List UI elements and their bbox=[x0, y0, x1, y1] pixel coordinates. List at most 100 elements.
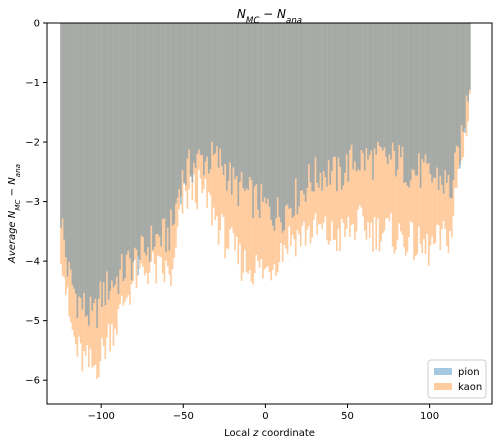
bar-pion bbox=[61, 23, 64, 219]
bar-kaon bbox=[304, 23, 307, 246]
bar-pion bbox=[186, 23, 189, 159]
bar-pion bbox=[214, 23, 217, 154]
bar-pion bbox=[163, 23, 166, 219]
bar-pion bbox=[393, 23, 396, 151]
bar-kaon bbox=[406, 23, 409, 252]
bar-pion bbox=[465, 23, 468, 96]
bar-kaon bbox=[111, 23, 113, 324]
bar-kaon bbox=[375, 23, 378, 250]
bar-pion bbox=[311, 23, 314, 192]
bar-kaon bbox=[253, 23, 256, 273]
bar-pion bbox=[250, 23, 253, 181]
bar-pion bbox=[219, 23, 222, 149]
bar-kaon bbox=[84, 23, 87, 357]
bar-pion bbox=[101, 23, 103, 307]
legend-swatch-pion bbox=[434, 368, 452, 375]
bar-kaon bbox=[245, 23, 248, 272]
bar-pion bbox=[332, 23, 335, 158]
bar-pion bbox=[262, 23, 264, 202]
bar-kaon bbox=[345, 23, 348, 229]
bar-pion bbox=[411, 23, 414, 170]
bar-kaon bbox=[142, 23, 144, 267]
axes-frame bbox=[46, 22, 493, 405]
bar-pion bbox=[173, 23, 176, 224]
bar-kaon bbox=[88, 23, 90, 368]
bar-pion bbox=[88, 23, 90, 326]
bar-kaon bbox=[260, 23, 263, 260]
bar-kaon bbox=[235, 23, 238, 237]
bar-kaon bbox=[217, 23, 220, 245]
bar-kaon bbox=[309, 23, 312, 244]
bar-pion bbox=[378, 23, 381, 146]
bar-pion bbox=[193, 23, 195, 163]
bar-pion bbox=[404, 23, 407, 182]
bar-pion bbox=[140, 23, 143, 236]
bar-kaon bbox=[198, 23, 200, 170]
bar-pion bbox=[119, 23, 121, 270]
bar-pion bbox=[239, 23, 241, 182]
bar-kaon bbox=[316, 23, 318, 235]
bar-pion bbox=[235, 23, 238, 176]
bar-pion bbox=[157, 23, 159, 234]
bar-kaon bbox=[418, 23, 420, 227]
bar-pion bbox=[299, 23, 302, 191]
bar-kaon bbox=[247, 23, 249, 274]
bar-kaon bbox=[380, 23, 382, 242]
bar-pion bbox=[340, 23, 343, 190]
bar-pion bbox=[439, 23, 442, 176]
y-tick-label: −6 bbox=[25, 376, 40, 387]
x-tick-label: −50 bbox=[173, 411, 194, 422]
bar-pion bbox=[464, 23, 466, 133]
bar-kaon bbox=[419, 23, 422, 245]
bar-pion bbox=[168, 23, 171, 251]
bar-kaon bbox=[327, 23, 330, 245]
bar-pion bbox=[89, 23, 92, 297]
bar-kaon bbox=[365, 23, 368, 240]
bar-pion bbox=[97, 23, 100, 299]
bar-kaon bbox=[317, 23, 320, 225]
bar-pion bbox=[68, 23, 70, 262]
bar-pion bbox=[212, 23, 215, 155]
bar-pion bbox=[203, 23, 205, 176]
bar-kaon bbox=[455, 23, 458, 188]
bar-kaon bbox=[102, 23, 105, 347]
x-tick-label: 100 bbox=[420, 411, 439, 422]
bar-pion bbox=[125, 23, 128, 255]
bar-kaon bbox=[65, 23, 67, 295]
bar-pion bbox=[104, 23, 107, 306]
bar-pion bbox=[137, 23, 139, 276]
bar-pion bbox=[145, 23, 148, 256]
bar-kaon bbox=[393, 23, 396, 254]
bar-pion bbox=[170, 23, 172, 210]
bar-pion bbox=[308, 23, 310, 165]
bar-kaon bbox=[334, 23, 336, 240]
bar-pion bbox=[265, 23, 268, 204]
bar-pion bbox=[313, 23, 315, 192]
bar-pion bbox=[129, 23, 131, 259]
bar-pion bbox=[381, 23, 384, 151]
bar-kaon bbox=[239, 23, 241, 244]
bar-pion bbox=[135, 23, 138, 250]
bar-kaon bbox=[92, 23, 95, 367]
bar-pion bbox=[247, 23, 249, 191]
bar-kaon bbox=[163, 23, 166, 283]
bar-kaon bbox=[411, 23, 414, 223]
bar-kaon bbox=[336, 23, 338, 252]
bar-pion bbox=[83, 23, 85, 294]
bar-kaon bbox=[293, 23, 295, 240]
bar-kaon bbox=[97, 23, 100, 378]
bar-kaon bbox=[122, 23, 125, 306]
bar-kaon bbox=[181, 23, 184, 214]
bar-kaon bbox=[155, 23, 158, 284]
bar-kaon bbox=[194, 23, 197, 203]
bar-pion bbox=[206, 23, 208, 157]
bar-kaon bbox=[145, 23, 148, 273]
bar-pion bbox=[314, 23, 317, 158]
bar-kaon bbox=[106, 23, 108, 338]
bar-kaon bbox=[180, 23, 182, 197]
bar-pion bbox=[431, 23, 433, 183]
bar-kaon bbox=[467, 23, 470, 122]
bar-kaon bbox=[104, 23, 107, 360]
bar-pion bbox=[424, 23, 427, 155]
bar-pion bbox=[73, 23, 75, 289]
